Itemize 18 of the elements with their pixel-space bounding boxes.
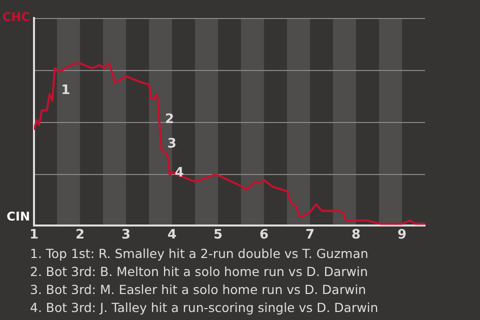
annotation: 3 (167, 136, 176, 152)
text: 2. Bot 3rd: B. Melton hit a solo home run vs D. Darwin (30, 263, 369, 281)
x-tick-label: 8 (351, 228, 361, 243)
text: 3. Bot 3rd: M. Easler hit a solo home run vs D. Darwin (30, 281, 368, 299)
x-tick-label: 5 (213, 228, 223, 243)
x-tick-label: 2 (75, 228, 85, 243)
x-tick-label: 1 (29, 228, 39, 243)
x-tick-label: 7 (305, 228, 315, 243)
x-tick-label: 9 (397, 228, 407, 243)
text: 1. Top 1st: R. Smalley hit a 2-run double vs T. Guzman (30, 245, 370, 263)
text: 4. Bot 3rd: J. Talley hit a run-scoring single vs D. Darwin (30, 299, 378, 317)
x-tick-label: 6 (259, 228, 269, 243)
annotation: 1 (61, 82, 70, 98)
text: CHC (2, 10, 30, 24)
text: CIN (6, 210, 30, 224)
x-tick-label: 4 (167, 228, 177, 243)
annotation: 2 (165, 112, 174, 128)
x-tick-label: 3 (121, 228, 131, 243)
